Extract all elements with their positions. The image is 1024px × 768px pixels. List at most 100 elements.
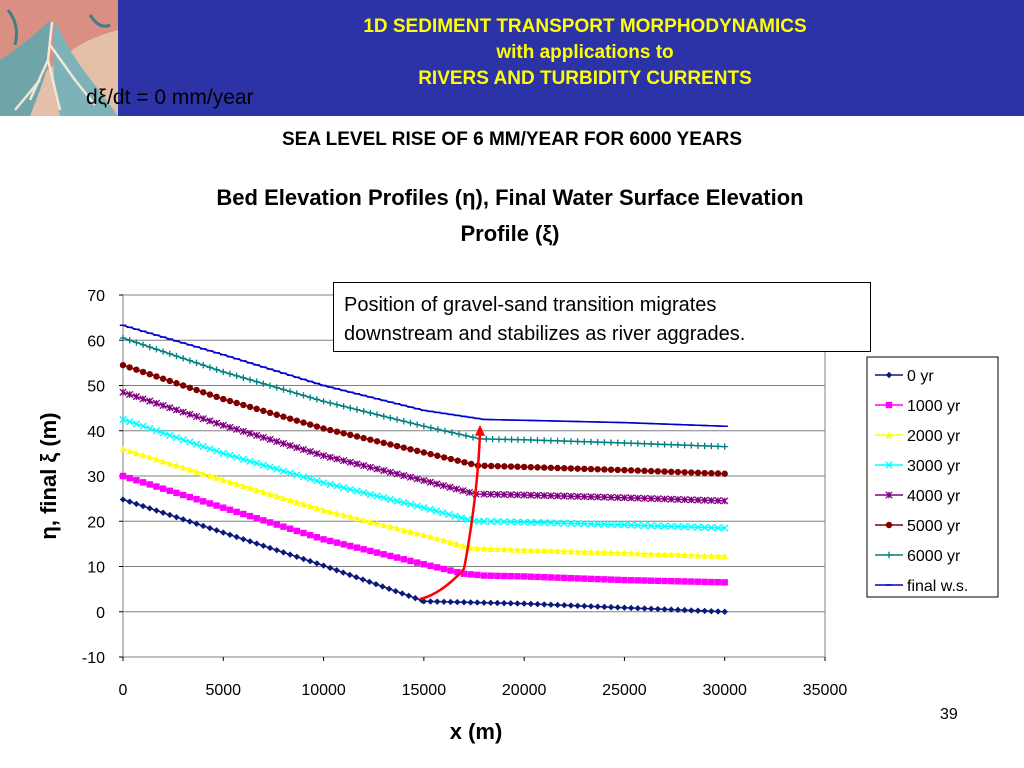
data-point — [607, 493, 615, 502]
data-point — [420, 561, 428, 568]
data-point — [393, 442, 401, 450]
data-point — [226, 451, 234, 460]
data-point — [220, 395, 227, 403]
y-tick-label: 20 — [87, 514, 105, 531]
data-point — [367, 547, 374, 555]
data-point — [593, 520, 602, 528]
data-point — [701, 552, 708, 559]
data-point — [413, 529, 421, 537]
data-point — [407, 419, 414, 427]
data-point — [179, 382, 187, 389]
data-point — [688, 551, 695, 559]
data-point — [601, 439, 608, 446]
data-point — [260, 380, 267, 387]
data-point — [153, 346, 160, 353]
data-point — [432, 507, 441, 515]
data-point — [581, 602, 588, 610]
data-point — [347, 404, 354, 412]
data-point — [133, 449, 140, 457]
data-point — [493, 490, 502, 499]
data-point — [620, 521, 629, 529]
data-point — [293, 527, 301, 535]
data-point — [700, 523, 709, 532]
data-point — [668, 577, 675, 585]
data-point — [533, 491, 542, 500]
data-point — [640, 521, 649, 530]
legend-label: 0 yr — [907, 368, 934, 385]
data-point — [380, 466, 388, 475]
data-point — [200, 470, 207, 477]
data-point — [487, 599, 494, 607]
data-point — [166, 460, 173, 467]
data-point — [487, 517, 495, 526]
data-point — [440, 537, 447, 544]
data-point — [300, 392, 307, 399]
data-point — [627, 604, 635, 612]
data-point — [487, 572, 494, 579]
data-point — [574, 548, 581, 555]
data-point — [153, 455, 160, 463]
data-point — [661, 441, 668, 448]
data-point — [293, 417, 301, 424]
data-point — [406, 500, 415, 509]
x-axis-label: x (m) — [450, 719, 503, 744]
data-point — [173, 513, 180, 521]
data-point — [494, 462, 501, 470]
data-point — [126, 390, 134, 399]
data-point — [413, 502, 421, 510]
data-point — [694, 552, 702, 559]
data-point — [246, 484, 254, 491]
data-point — [661, 606, 668, 613]
data-point — [126, 337, 133, 344]
data-point — [320, 562, 327, 569]
data-point — [166, 404, 174, 412]
data-point — [159, 457, 167, 465]
data-point — [327, 426, 334, 434]
data-point — [534, 546, 541, 554]
data-point — [667, 522, 675, 531]
data-point — [173, 489, 180, 497]
data-point — [446, 483, 454, 491]
data-point — [226, 423, 234, 432]
data-point — [567, 574, 575, 582]
data-point — [520, 436, 528, 443]
data-point — [220, 368, 227, 376]
data-point — [454, 568, 461, 576]
data-point — [587, 520, 595, 528]
data-point — [179, 436, 187, 444]
series-5000-yr — [119, 361, 728, 477]
data-point — [146, 343, 153, 351]
data-point — [407, 557, 414, 565]
data-point — [587, 493, 595, 501]
data-point — [561, 465, 568, 472]
y-tick-label: 50 — [87, 379, 105, 396]
data-point — [380, 413, 387, 420]
data-point — [286, 388, 294, 395]
data-point — [193, 496, 200, 503]
data-point — [239, 455, 248, 463]
data-point — [213, 527, 220, 534]
legend-label: 3000 yr — [907, 458, 961, 475]
data-point — [420, 449, 428, 456]
data-point — [326, 480, 334, 489]
data-point — [253, 405, 260, 413]
data-point — [473, 544, 481, 552]
data-point — [514, 546, 521, 553]
data-point — [186, 384, 194, 391]
data-point — [534, 437, 541, 444]
data-point — [186, 410, 194, 418]
data-point — [493, 517, 502, 526]
data-point — [708, 552, 715, 559]
data-point — [339, 456, 348, 465]
legend-label: 1000 yr — [907, 398, 961, 415]
data-point — [687, 523, 695, 531]
data-point — [647, 605, 655, 612]
data-point — [688, 578, 695, 585]
data-point — [319, 479, 328, 487]
data-point — [694, 496, 702, 504]
data-point — [469, 434, 477, 441]
data-point — [547, 437, 555, 444]
data-point — [614, 439, 621, 446]
data-point — [621, 439, 628, 447]
data-point — [293, 443, 301, 452]
